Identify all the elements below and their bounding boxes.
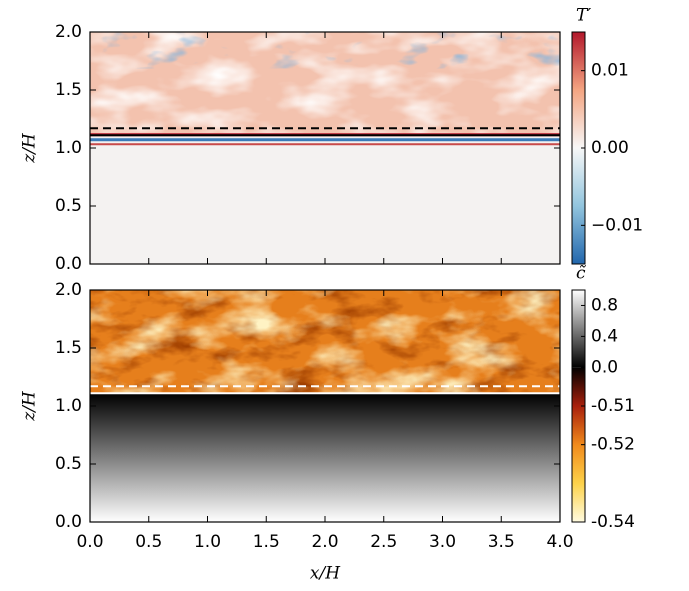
colorbar-label: c̃ [576, 264, 586, 284]
colorbar-tick-label: −0.01 [591, 215, 643, 235]
x-tick-label: 0.0 [76, 532, 103, 552]
colorbar-tick-label: 0.0 [591, 357, 618, 377]
interface-band [90, 138, 560, 142]
y-axis-label: z/H [20, 390, 40, 422]
y-tick-label: 0.5 [55, 454, 82, 474]
y-tick-label: 0.0 [55, 254, 82, 274]
y-tick-label: 0.0 [55, 512, 82, 532]
y-tick-label: 2.0 [55, 280, 82, 300]
colorbar-tick-label: 0.01 [591, 61, 629, 81]
colorbar-tick-label: 0.4 [591, 326, 618, 346]
y-tick-label: 1.0 [55, 396, 82, 416]
colorbar-tick-label: 0.8 [591, 295, 618, 315]
colorbar-tick-label: -0.51 [591, 396, 635, 416]
colorbar [572, 32, 585, 264]
x-tick-label: 1.0 [194, 532, 221, 552]
upper-swirl [90, 32, 560, 69]
x-tick-label: 4.0 [546, 532, 573, 552]
y-tick-label: 1.5 [55, 80, 82, 100]
colorbar-tick-label: -0.54 [591, 512, 635, 532]
lower-field [90, 393, 560, 522]
x-tick-label: 2.0 [311, 532, 338, 552]
x-tick-label: 3.0 [429, 532, 456, 552]
x-tick-label: 0.5 [135, 532, 162, 552]
x-tick-label: 2.5 [370, 532, 397, 552]
lower-field [90, 135, 560, 264]
x-tick-label: 3.5 [488, 532, 515, 552]
colorbar-tick-label: 0.00 [591, 138, 629, 158]
y-tick-label: 2.0 [55, 22, 82, 42]
x-tick-label: 1.5 [253, 532, 280, 552]
upper-swirl [90, 290, 560, 394]
interface-band [90, 143, 560, 146]
y-tick-label: 0.5 [55, 196, 82, 216]
y-tick-label: 1.0 [55, 138, 82, 158]
colorbar-tick-label: -0.52 [591, 435, 635, 455]
colorbar-upper [572, 290, 585, 368]
y-axis-label: z/H [20, 132, 40, 164]
x-axis-label: x/H [310, 564, 341, 584]
colorbar-label: T′ [576, 6, 591, 26]
y-tick-label: 1.5 [55, 338, 82, 358]
